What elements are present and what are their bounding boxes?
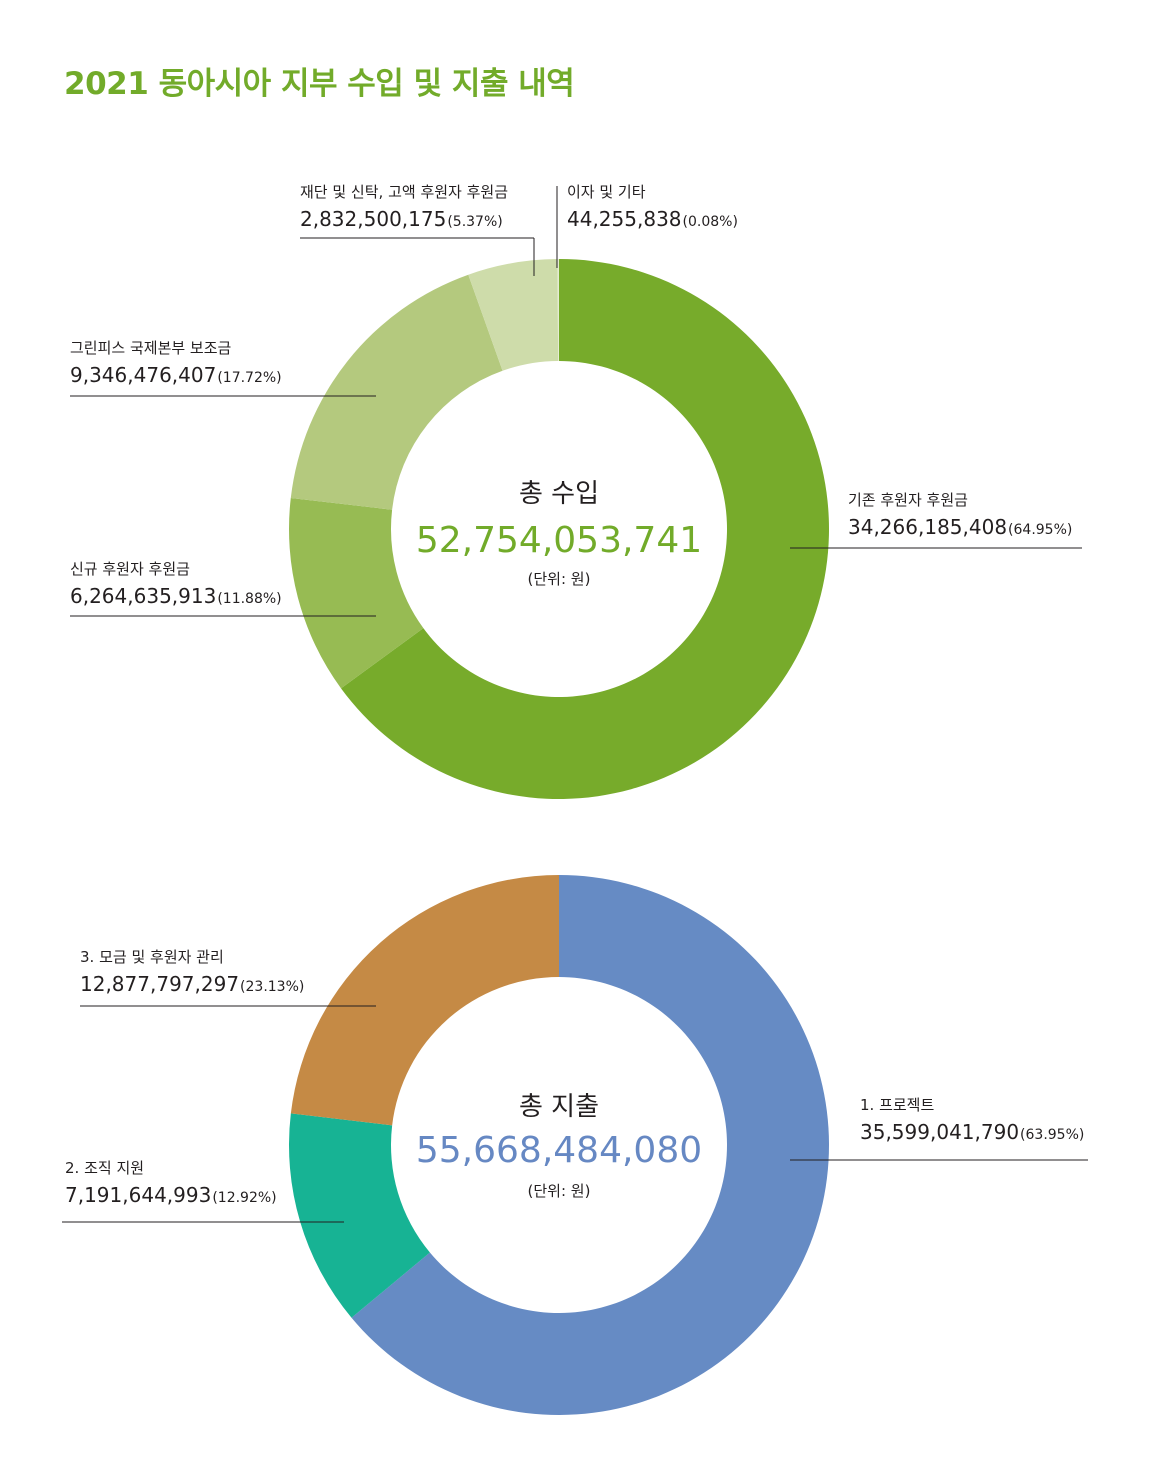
expense-center-total: 55,668,484,080 [416, 1130, 702, 1171]
income-label-4: 재단 및 신탁, 고액 후원자 후원금 2,832,500,175(5.37%) [300, 183, 535, 276]
income-label-1: 기존 후원자 후원금 34,266,185,408(64.95%) [790, 491, 1082, 549]
expense-donut-chart: 총 지출 55,668,484,080 (단위: 원) 1. 프로젝트 35,599,0… [62, 875, 1088, 1415]
slice-label-name: 신규 후원자 후원금 [70, 560, 190, 578]
slice-label-name: 재단 및 신탁, 고액 후원자 후원금 [300, 183, 508, 201]
income-label-3: 그린피스 국제본부 보조금 9,346,476,407(17.72%) [70, 339, 376, 397]
page-title: 2021 동아시아 지부 수입 및 지출 내역 [64, 66, 575, 102]
income-center-title: 총 수입 [519, 479, 599, 509]
slice-label-value: 7,191,644,993(12.92%) [65, 1183, 277, 1207]
income-slice-4 [468, 259, 559, 371]
expense-slice-1 [351, 875, 829, 1415]
income-label-5: 이자 및 기타 44,255,838(0.08%) [556, 183, 738, 268]
expense-ring [288, 875, 829, 1415]
income-donut-chart: 총 수입 52,754,053,741 (단위: 원) 기존 후원자 후원금 34,26… [70, 183, 1082, 799]
slice-label-name: 이자 및 기타 [567, 183, 646, 201]
income-slice-1 [341, 259, 829, 799]
slice-label-value: 9,346,476,407(17.72%) [70, 363, 282, 387]
slice-label-name: 1. 프로젝트 [860, 1096, 934, 1114]
expense-center-title: 총 지출 [519, 1092, 599, 1122]
slice-label-name: 3. 모금 및 후원자 관리 [80, 948, 224, 966]
income-ring [289, 259, 829, 799]
slice-label-value: 34,266,185,408(64.95%) [848, 515, 1072, 539]
slice-label-value: 12,877,797,297(23.13%) [80, 972, 304, 996]
slice-label-name: 2. 조직 지원 [65, 1159, 144, 1177]
slice-label-value: 44,255,838(0.08%) [567, 207, 738, 231]
slice-label-value: 2,832,500,175(5.37%) [300, 207, 503, 231]
slice-label-name: 그린피스 국제본부 보조금 [70, 339, 232, 357]
income-center-total: 52,754,053,741 [416, 520, 702, 561]
expense-label-1: 1. 프로젝트 35,599,041,790(63.95%) [790, 1096, 1088, 1161]
slice-label-name: 기존 후원자 후원금 [848, 491, 968, 509]
slice-label-value: 35,599,041,790(63.95%) [860, 1120, 1084, 1144]
income-label-2: 신규 후원자 후원금 6,264,635,913(11.88%) [70, 560, 376, 617]
income-slice-2 [289, 498, 424, 689]
expense-center-unit: (단위: 원) [528, 1182, 591, 1200]
expense-slice-3 [290, 875, 559, 1126]
expense-label-2: 2. 조직 지원 7,191,644,993(12.92%) [62, 1159, 344, 1223]
slice-label-value: 6,264,635,913(11.88%) [70, 584, 282, 608]
income-slice-5 [557, 259, 559, 362]
expense-slice-2 [288, 1113, 430, 1318]
expense-label-3: 3. 모금 및 후원자 관리 12,877,797,297(23.13%) [80, 948, 376, 1007]
income-slice-3 [290, 274, 503, 510]
income-center-unit: (단위: 원) [528, 570, 591, 588]
